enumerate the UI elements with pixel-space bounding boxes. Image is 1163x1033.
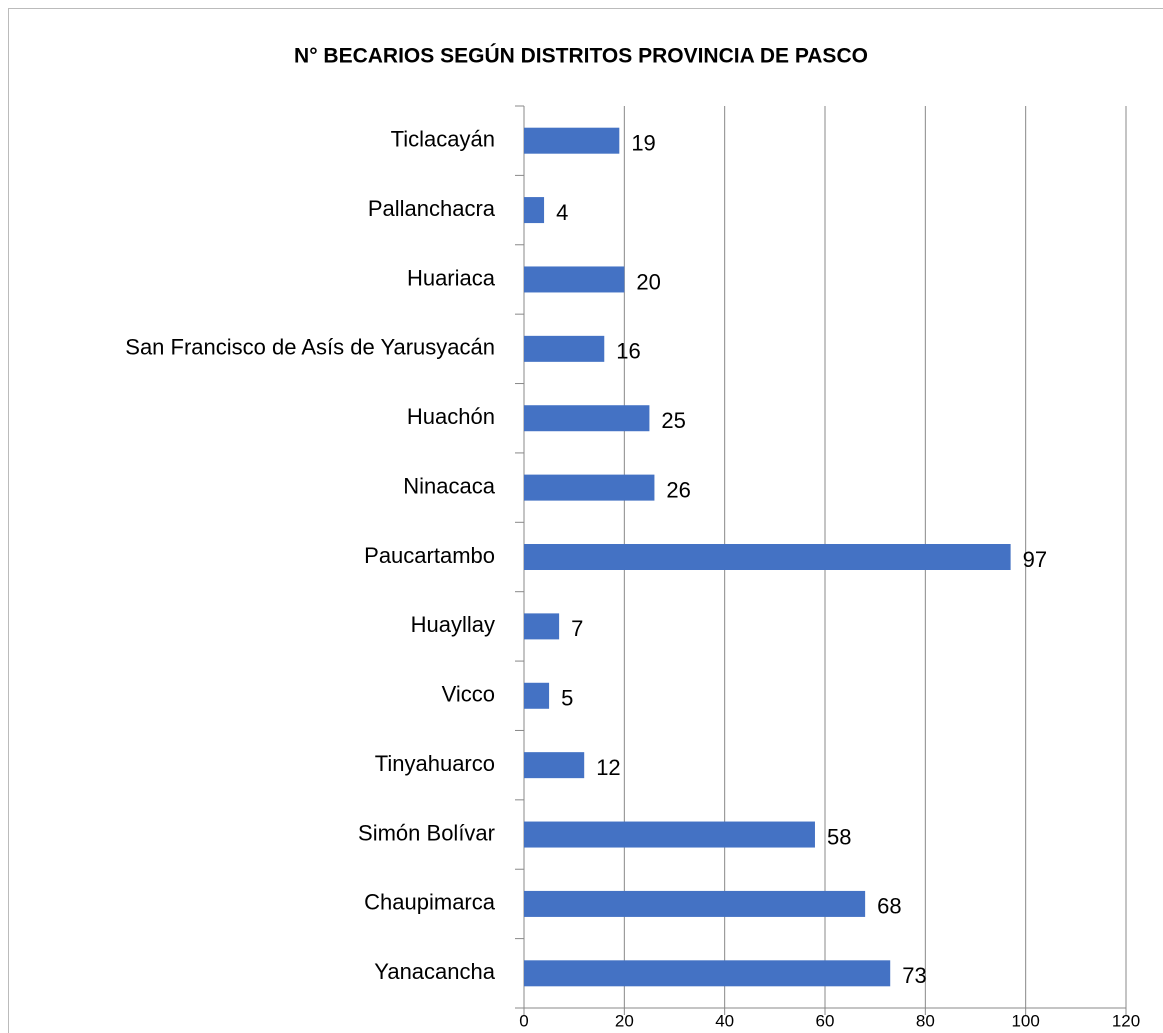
bar: [524, 752, 585, 779]
x-tick-label: 120: [1112, 1011, 1140, 1030]
x-tick-label: 60: [816, 1011, 835, 1030]
y-tick-label: Ticlacayán: [391, 127, 495, 152]
x-tick-label: 100: [1011, 1011, 1039, 1030]
y-tick-label: Vicco: [442, 682, 495, 707]
chart-border: [8, 8, 1163, 1033]
y-tick-label: Simón Bolívar: [358, 820, 495, 845]
y-tick-label: Huayllay: [411, 612, 495, 637]
y-tick-label: Tinyahuarco: [375, 751, 495, 776]
data-label: 19: [631, 131, 655, 156]
data-label: 58: [827, 824, 851, 849]
data-label: 97: [1023, 547, 1047, 572]
y-tick-label: Ninacaca: [403, 473, 495, 498]
bar: [524, 544, 1011, 570]
y-tick-label: Paucartambo: [364, 543, 495, 568]
bar: [524, 335, 605, 362]
data-label: 16: [616, 339, 640, 364]
bar: [524, 960, 891, 987]
chart-title: N° BECARIOS SEGÚN DISTRITOS PROVINCIA DE…: [294, 44, 868, 68]
data-label: 12: [596, 755, 620, 780]
x-tick-label: 40: [715, 1011, 734, 1030]
data-label: 4: [556, 200, 568, 225]
data-label: 5: [561, 686, 573, 711]
bar: [524, 613, 560, 640]
y-tick-label: Huariaca: [407, 265, 496, 290]
data-label: 7: [571, 616, 583, 641]
data-label: 20: [636, 269, 660, 294]
x-tick-label: 0: [519, 1011, 528, 1030]
y-tick-label: San Francisco de Asís de Yarusyacán: [125, 335, 495, 360]
y-tick-label: Pallanchacra: [368, 196, 496, 221]
bar: [524, 127, 620, 154]
x-tick-label: 20: [615, 1011, 634, 1030]
data-label: 68: [877, 894, 901, 919]
bar: [524, 405, 650, 432]
data-label: 26: [666, 477, 690, 502]
y-tick-label: Huachón: [407, 404, 495, 429]
bar: [524, 474, 655, 501]
data-label: 25: [661, 408, 685, 433]
y-tick-label: Chaupimarca: [364, 890, 496, 915]
x-tick-label: 80: [916, 1011, 935, 1030]
bar: [524, 890, 866, 917]
bar: [524, 266, 625, 293]
bar: [524, 197, 545, 224]
bar: [524, 821, 815, 848]
bar: [524, 682, 550, 709]
y-tick-label: Yanacancha: [374, 959, 495, 984]
data-label: 73: [902, 963, 926, 988]
